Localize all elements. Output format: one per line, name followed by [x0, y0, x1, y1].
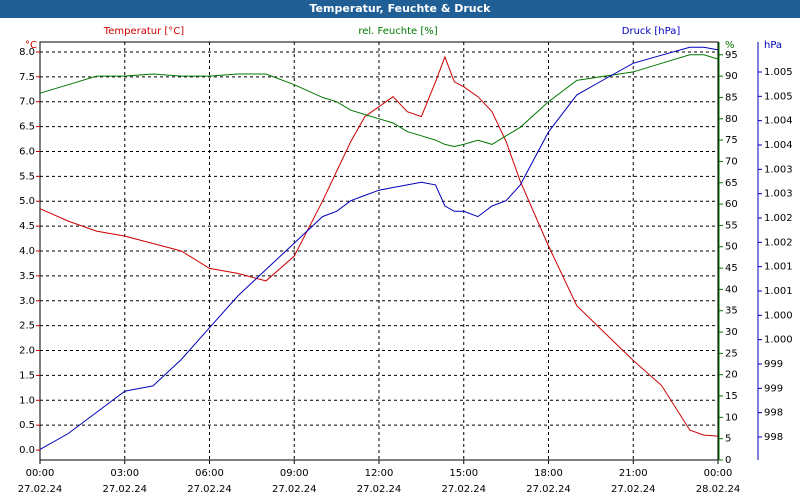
humidity-tick-label: 90	[725, 71, 738, 82]
temperature-tick-label: 3.0	[19, 296, 35, 307]
temperature-tick-label: 8.0	[19, 47, 35, 58]
pressure-unit: hPa	[764, 40, 782, 51]
humidity-tick-label: 30	[725, 327, 738, 338]
date-tick-label: 27.02.24	[18, 484, 63, 495]
humidity-tick-label: 10	[725, 412, 738, 423]
humidity-tick-label: 55	[725, 220, 738, 231]
date-tick-label: 27.02.24	[357, 484, 402, 495]
date-tick-label: 28.02.24	[696, 484, 741, 495]
pressure-line	[39, 46, 719, 450]
time-tick-label: 21:00	[619, 468, 648, 479]
pressure-tick-label: 1.000	[764, 335, 793, 346]
pressure-tick-label: 999	[764, 359, 783, 370]
time-tick-label: 00:00	[26, 468, 55, 479]
humidity-line	[39, 54, 719, 148]
temperature-line	[39, 55, 719, 437]
temperature-tick-label: 0.0	[19, 445, 35, 456]
humidity-tick-label: 95	[725, 50, 738, 61]
pressure-tick-label: 1.004	[764, 140, 793, 151]
time-tick-label: 03:00	[110, 468, 139, 479]
pressure-axis: 998 998 999 999 1.000 1.000 1.001 1.001 1.002 1.0…	[757, 42, 793, 460]
pressure-tick-label: 998	[764, 432, 783, 443]
pressure-tick-label: 1.004	[764, 116, 793, 127]
pressure-tick-label: 1.005	[764, 67, 793, 78]
temperature-tick-label: 5.5	[19, 171, 35, 182]
series-lines	[39, 46, 719, 450]
time-tick-label: 06:00	[195, 468, 224, 479]
date-tick-label: 27.02.24	[526, 484, 571, 495]
pressure-tick-label: 1.000	[764, 310, 793, 321]
temperature-tick-label: 6.5	[19, 122, 35, 133]
time-tick-label: 09:00	[280, 468, 309, 479]
humidity-tick-label: 75	[725, 135, 738, 146]
humidity-tick-label: 25	[725, 348, 738, 359]
temperature-tick-label: 1.5	[19, 370, 35, 381]
legend-temperature: Temperatur [°C]	[103, 26, 184, 37]
pressure-tick-label: 999	[764, 383, 783, 394]
humidity-tick-label: 5	[725, 434, 731, 445]
humidity-tick-label: 70	[725, 156, 738, 167]
humidity-tick-label: 80	[725, 114, 738, 125]
humidity-tick-label: 35	[725, 306, 738, 317]
legend-humidity: rel. Feuchte [%]	[358, 26, 437, 37]
pressure-tick-label: 1.002	[764, 213, 793, 224]
humidity-tick-label: 40	[725, 284, 738, 295]
pressure-tick-label: 1.002	[764, 237, 793, 248]
temperature-tick-label: 3.5	[19, 271, 35, 282]
date-tick-label: 27.02.24	[611, 484, 656, 495]
pressure-tick-label: 1.003	[764, 189, 793, 200]
temperature-tick-label: 4.5	[19, 221, 35, 232]
pressure-tick-label: 1.001	[764, 286, 793, 297]
temperature-axis: 0.0 0.5 1.0 1.5 2.0 2.5 3.0 3.5 4.0 4.5 5.0 5.5 6.0 6…	[19, 47, 40, 456]
humidity-tick-label: 0	[725, 455, 731, 466]
temperature-tick-label: 2.0	[19, 346, 35, 357]
humidity-tick-label: 50	[725, 242, 738, 253]
time-axis: 00:00 27.02.24 03:00 27.02.24 06:00 27.02.24 0…	[18, 460, 741, 495]
temperature-tick-label: 2.5	[19, 321, 35, 332]
temperature-tick-label: 0.5	[19, 420, 35, 431]
temperature-tick-label: 7.0	[19, 97, 35, 108]
date-tick-label: 27.02.24	[272, 484, 317, 495]
time-tick-label: 15:00	[449, 468, 478, 479]
humidity-tick-label: 85	[725, 92, 738, 103]
pressure-tick-label: 1.001	[764, 262, 793, 273]
time-tick-label: 00:00	[704, 468, 733, 479]
date-tick-label: 27.02.24	[187, 484, 232, 495]
humidity-tick-label: 45	[725, 263, 738, 274]
temperature-tick-label: 1.0	[19, 395, 35, 406]
legend-pressure: Druck [hPa]	[622, 26, 681, 37]
time-tick-label: 12:00	[365, 468, 394, 479]
temperature-tick-label: 6.0	[19, 146, 35, 157]
humidity-tick-label: 15	[725, 391, 738, 402]
date-tick-label: 27.02.24	[441, 484, 486, 495]
humidity-tick-label: 60	[725, 199, 738, 210]
pressure-tick-label: 1.003	[764, 164, 793, 175]
humidity-tick-label: 20	[725, 370, 738, 381]
temperature-tick-label: 7.5	[19, 72, 35, 83]
humidity-axis: 0 5 10 15 20 25 30 35 40 45 50 55 60 65 70 75 80 85 90 95	[718, 42, 738, 466]
humidity-unit: %	[725, 40, 735, 51]
temperature-tick-label: 5.0	[19, 196, 35, 207]
chart-title: Temperatur, Feuchte & Druck	[0, 0, 800, 18]
time-tick-label: 18:00	[534, 468, 563, 479]
temperature-tick-label: 4.0	[19, 246, 35, 257]
pressure-tick-label: 998	[764, 408, 783, 419]
humidity-tick-label: 65	[725, 178, 738, 189]
temperature-unit: °C	[25, 40, 37, 51]
pressure-tick-label: 1.005	[764, 91, 793, 102]
grid-lines	[40, 42, 718, 460]
date-tick-label: 27.02.24	[102, 484, 147, 495]
